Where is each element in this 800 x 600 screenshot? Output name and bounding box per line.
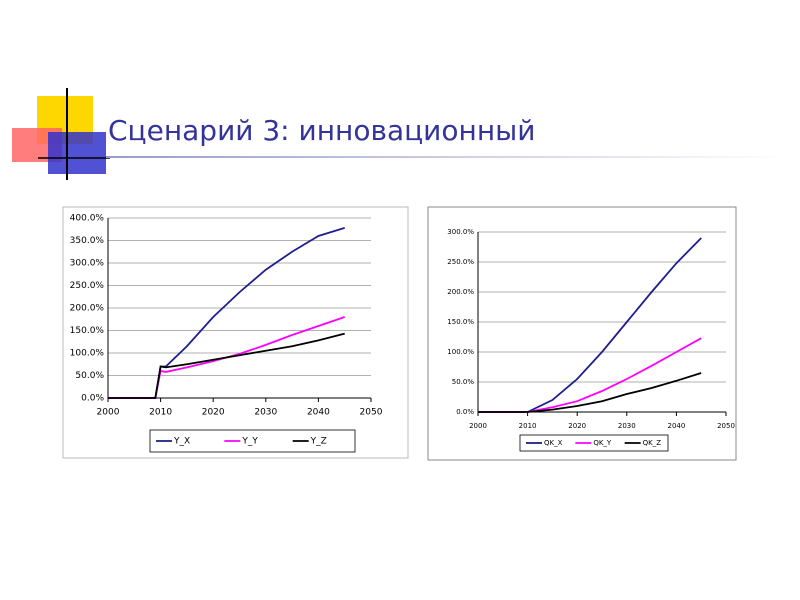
legend-box (519, 434, 669, 452)
y-tick-label: 0.0% (81, 394, 104, 404)
y-tick-label: 350.0% (70, 236, 105, 246)
legend-box (149, 429, 356, 453)
y-tick-label: 50.0% (452, 378, 475, 386)
x-tick-label: 2000 (97, 408, 120, 418)
x-tick-label: 2020 (202, 408, 225, 418)
y-tick-label: 150.0% (447, 318, 474, 326)
legend-label: QK_Y (593, 439, 612, 447)
chart-frame (427, 206, 737, 461)
legend-label: QK_Z (643, 439, 662, 447)
series-line (478, 372, 702, 413)
y-tick-label: 100.0% (70, 349, 105, 359)
legend-label: Y_Z (310, 437, 327, 447)
decoration (12, 88, 786, 180)
y-tick-label: 0.0% (456, 408, 474, 416)
y-tick-label: 250.0% (447, 258, 474, 266)
legend-label: Y_Y (241, 437, 258, 447)
legend-label: Y_X (173, 437, 190, 447)
x-tick-label: 2010 (149, 408, 172, 418)
y-tick-label: 150.0% (70, 326, 105, 336)
chart-frame (62, 206, 409, 459)
y-tick-label: 200.0% (70, 304, 105, 314)
slide-title: Сценарий 3: инновационный (108, 114, 535, 147)
x-tick-label: 2020 (568, 422, 586, 430)
y-tick-label: 50.0% (75, 371, 104, 381)
x-tick-label: 2050 (717, 422, 735, 430)
y-tick-label: 200.0% (447, 288, 474, 296)
x-tick-label: 2010 (519, 422, 537, 430)
x-tick-label: 2050 (360, 408, 383, 418)
series-line (108, 332, 345, 399)
x-tick-label: 2030 (254, 408, 277, 418)
x-tick-label: 2040 (307, 408, 330, 418)
y-tick-label: 250.0% (70, 281, 105, 291)
legend-label: QK_X (544, 439, 563, 447)
x-tick-label: 2030 (618, 422, 636, 430)
y-tick-label: 300.0% (447, 228, 474, 236)
x-tick-label: 2040 (667, 422, 685, 430)
x-tick-label: 2000 (469, 422, 487, 430)
y-tick-label: 100.0% (447, 348, 474, 356)
y-tick-label: 300.0% (70, 259, 105, 269)
y-tick-label: 400.0% (70, 214, 105, 224)
